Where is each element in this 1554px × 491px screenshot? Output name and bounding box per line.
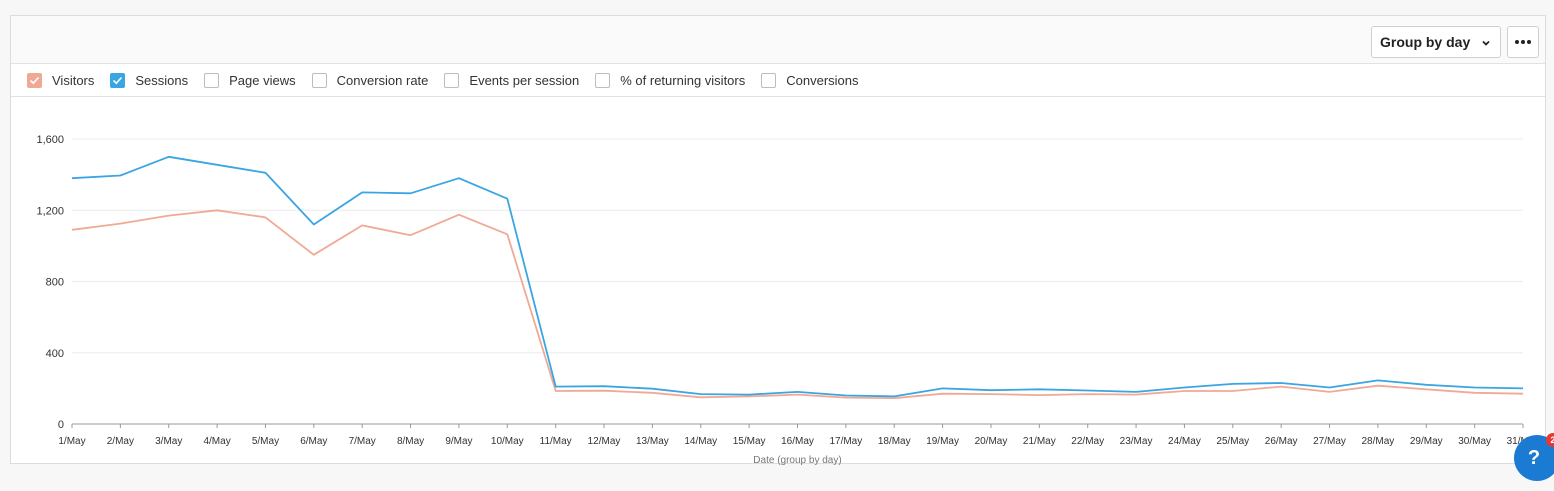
more-horizontal-icon	[1515, 40, 1519, 44]
x-tick-label: 23/May	[1120, 436, 1153, 447]
x-tick-label: 18/May	[878, 436, 911, 447]
x-tick-label: 16/May	[781, 436, 814, 447]
checkbox[interactable]	[27, 72, 42, 88]
legend-label: Conversion rate	[336, 72, 429, 88]
legend-label: Sessions	[135, 72, 189, 88]
y-tick-label: 400	[46, 348, 64, 360]
x-tick-label: 1/May	[58, 436, 85, 447]
chevron-down-icon	[1480, 36, 1492, 48]
check-icon	[113, 76, 123, 84]
y-tick-label: 0	[58, 419, 64, 431]
legend-label: Events per session	[469, 72, 580, 88]
legend-label: % of returning visitors	[620, 72, 746, 88]
x-tick-label: 8/May	[397, 436, 424, 447]
more-horizontal-icon-dot	[1527, 40, 1531, 44]
x-tick-label: 6/May	[300, 436, 327, 447]
chart-area: 0 400 800 1,200 1,600 1/May 2/May 3/May 4/May 5/M…	[11, 97, 1545, 465]
help-label: ?	[1527, 446, 1541, 469]
y-tick-label: 1,600	[36, 134, 64, 146]
x-tick-label: 9/May	[445, 436, 472, 447]
x-tick-label: 11/May	[540, 436, 572, 447]
x-tick-label: 19/May	[926, 436, 959, 447]
series-line-visitors	[71, 209, 1524, 400]
checkbox[interactable]	[761, 72, 777, 88]
x-tick-label: 25/May	[1216, 436, 1249, 447]
legend-item-page-views[interactable]: Page views	[204, 72, 296, 88]
notification-badge: 2	[1546, 433, 1554, 447]
x-tick-label: 17/May	[829, 436, 862, 447]
x-tick-label: 24/May	[1168, 436, 1201, 447]
legend-item-sessions[interactable]: Sessions	[110, 72, 189, 88]
checkbox[interactable]	[595, 72, 611, 88]
checkbox[interactable]	[311, 72, 327, 88]
legend-item-conversions[interactable]: Conversions	[761, 72, 859, 88]
y-tick-label: 800	[46, 277, 64, 289]
x-tick-label: 7/May	[349, 436, 376, 447]
x-tick-label: 14/May	[684, 436, 717, 447]
group-by-label: Group by day	[1380, 34, 1471, 50]
x-tick-label: 2/May	[107, 436, 134, 447]
series-line-sessions	[71, 155, 1524, 398]
group-by-dropdown[interactable]: Group by day	[1371, 26, 1501, 58]
checkbox[interactable]	[110, 72, 126, 88]
more-horizontal-icon-dot	[1521, 40, 1525, 44]
legend-label: Page views	[229, 72, 296, 88]
x-tick-label: 30/May	[1458, 436, 1491, 447]
y-tick-label: 1,200	[36, 205, 64, 217]
metric-legend: Visitors Sessions Page views Conversion rat…	[11, 64, 1545, 97]
x-tick-label: 12/May	[588, 436, 621, 447]
checkbox[interactable]	[444, 72, 460, 88]
more-options-button[interactable]	[1507, 26, 1539, 58]
help-button[interactable]: ?	[1514, 435, 1554, 481]
legend-item-events-per-session[interactable]: Events per session	[444, 72, 580, 88]
legend-item-visitors[interactable]: Visitors	[27, 72, 95, 88]
legend-item-conversion-rate[interactable]: Conversion rate	[311, 72, 429, 88]
x-tick-label: 29/May	[1410, 436, 1443, 447]
x-tick-label: 26/May	[1265, 436, 1298, 447]
x-tick-label: 21/May	[1023, 436, 1056, 447]
x-axis-label: Date (group by day)	[753, 455, 841, 465]
analytics-panel: Group by day Visitors Sessions Page views C…	[10, 15, 1546, 465]
x-tick-label: 5/May	[252, 436, 279, 447]
x-tick-label: 28/May	[1362, 436, 1395, 447]
x-tick-label: 3/May	[155, 436, 182, 447]
x-tick-label: 15/May	[733, 436, 766, 447]
x-tick-label: 22/May	[1071, 436, 1104, 447]
line-chart: 0 400 800 1,200 1,600 1/May 2/May 3/May 4/May 5/M…	[36, 134, 1539, 465]
legend-label: Visitors	[52, 72, 95, 88]
chart-toolbar: Group by day	[11, 16, 1545, 64]
x-tick-label: 10/May	[491, 436, 524, 447]
legend-label: Conversions	[786, 72, 859, 88]
x-tick-label: 4/May	[203, 436, 230, 447]
checkbox[interactable]	[204, 72, 220, 88]
x-tick-label: 27/May	[1313, 436, 1346, 447]
x-tick-label: 13/May	[636, 436, 669, 447]
check-icon	[29, 76, 40, 84]
x-tick-label: 20/May	[975, 436, 1008, 447]
legend-item-of-returning-visitors[interactable]: % of returning visitors	[595, 72, 746, 88]
